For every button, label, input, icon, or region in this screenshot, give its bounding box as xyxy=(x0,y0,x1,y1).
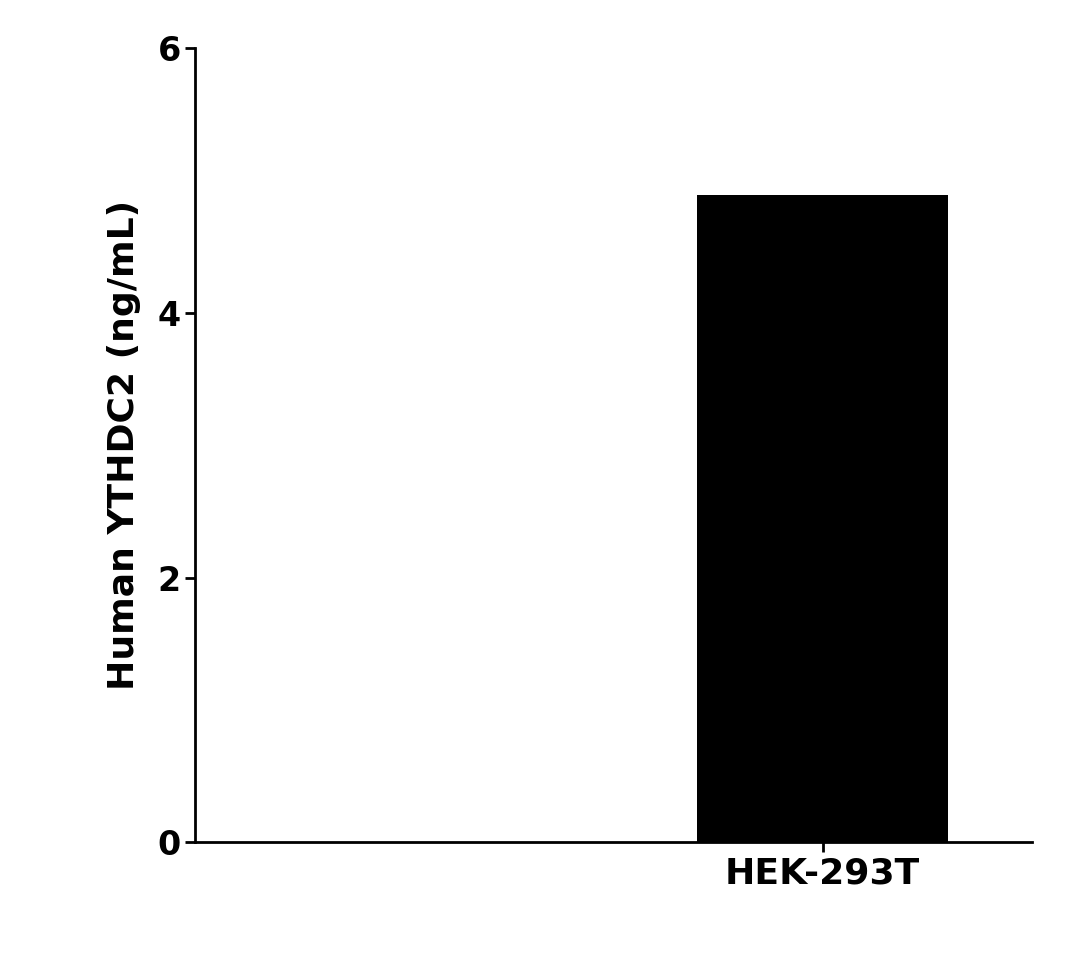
Y-axis label: Human YTHDC2 (ng/mL): Human YTHDC2 (ng/mL) xyxy=(108,200,141,690)
Bar xyxy=(697,196,948,842)
